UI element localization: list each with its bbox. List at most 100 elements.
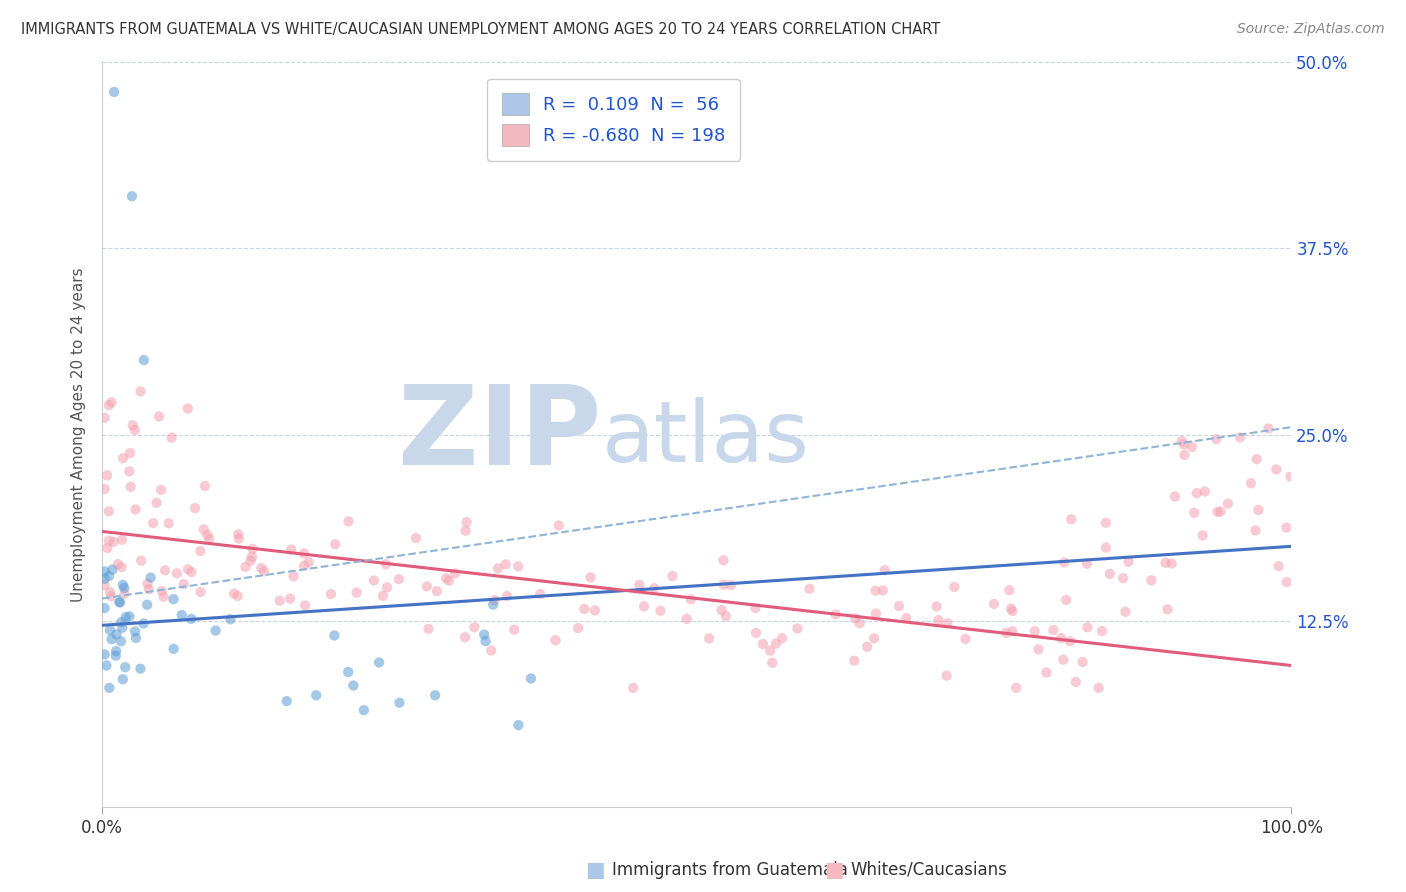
Point [844,654,866,668]
Point [720,578,742,592]
Point [799,582,821,596]
Point [434,571,457,585]
Point [1140,574,1163,588]
Point [108,595,131,609]
Point [865,607,887,621]
Point [162,592,184,607]
Point [1076,557,1098,571]
Point [363,574,385,588]
Point [998,583,1021,598]
Point [1076,620,1098,634]
Point [124,624,146,639]
Point [1265,462,1288,476]
Point [710,603,733,617]
Point [426,584,449,599]
Point [1257,421,1279,435]
Point [995,626,1018,640]
Point [98,569,121,583]
Point [129,554,152,568]
Point [111,578,134,592]
Point [96,541,118,555]
Point [770,632,793,646]
Point [1071,655,1094,669]
Point [177,562,200,576]
Text: ■: ■ [585,860,605,880]
Point [93,648,115,662]
Point [114,660,136,674]
Point [520,672,543,686]
Point [190,544,212,558]
Point [508,559,530,574]
Point [111,533,134,547]
Point [93,564,115,578]
Legend: R =  0.109  N =  56, R = -0.680  N = 198: R = 0.109 N = 56, R = -0.680 N = 198 [488,78,740,161]
Point [955,632,977,646]
Point [983,597,1005,611]
Point [1267,559,1289,574]
Point [276,694,298,708]
Point [943,580,966,594]
Point [482,598,505,612]
Point [873,563,896,577]
Point [195,527,218,541]
Point [1156,602,1178,616]
Point [1028,642,1050,657]
Point [193,522,215,536]
Point [283,569,305,583]
Point [103,534,125,549]
Point [142,516,165,530]
Point [136,598,159,612]
Point [323,537,346,551]
Point [120,480,142,494]
Point [388,696,411,710]
Point [353,703,375,717]
Text: Source: ZipAtlas.com: Source: ZipAtlas.com [1237,22,1385,37]
Point [132,353,155,368]
Point [98,585,121,599]
Point [713,553,735,567]
Point [1244,524,1267,538]
Point [425,689,447,703]
Point [484,593,506,607]
Point [872,583,894,598]
Point [1171,434,1194,449]
Point [1164,490,1187,504]
Point [180,612,202,626]
Point [278,591,301,606]
Point [100,395,122,409]
Point [180,565,202,579]
Point [111,621,134,635]
Text: ZIP: ZIP [398,381,602,488]
Text: IMMIGRANTS FROM GUATEMALA VS WHITE/CAUCASIAN UNEMPLOYMENT AMONG AGES 20 TO 24 YE: IMMIGRANTS FROM GUATEMALA VS WHITE/CAUCA… [21,22,941,37]
Point [242,541,264,556]
Point [111,672,134,686]
Point [574,602,596,616]
Point [294,599,316,613]
Point [173,577,195,591]
Point [124,502,146,516]
Point [865,583,887,598]
Point [323,628,346,642]
Point [319,587,342,601]
Point [661,569,683,583]
Point [925,599,948,614]
Point [896,611,918,625]
Point [1275,575,1298,590]
Point [292,558,315,573]
Point [138,582,160,596]
Point [863,632,886,646]
Point [97,504,120,518]
Point [856,640,879,654]
Point [103,85,125,99]
Point [529,587,551,601]
Point [111,560,134,574]
Point [1185,486,1208,500]
Point [437,574,460,588]
Point [479,643,502,657]
Point [374,558,396,572]
Point [1154,556,1177,570]
Point [98,623,121,637]
Point [1095,541,1118,555]
Point [112,581,135,595]
Point [298,555,321,569]
